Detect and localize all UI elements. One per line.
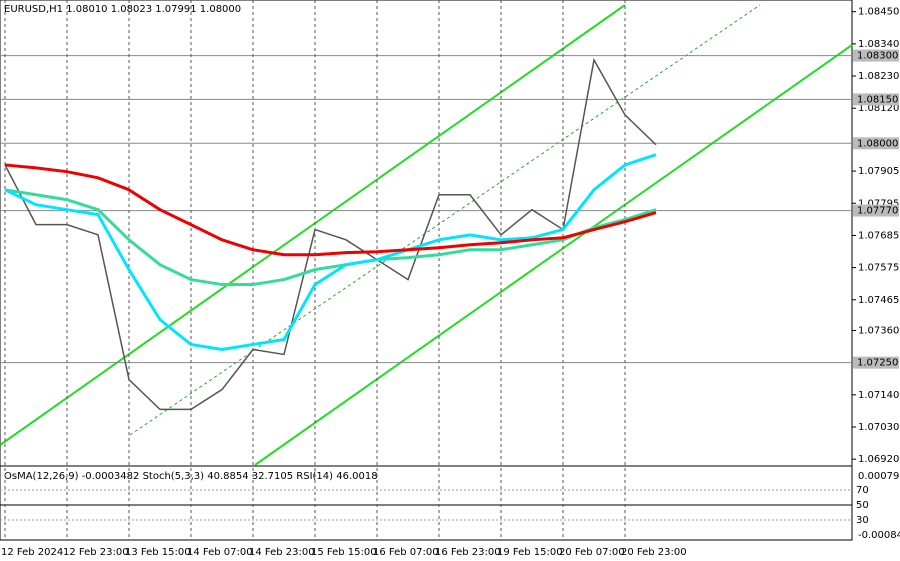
price-level-box <box>853 204 899 217</box>
y-tick-label: 1.07465 <box>858 295 899 306</box>
y-tick-label: 1.06920 <box>858 454 899 465</box>
plot-frame <box>0 0 853 541</box>
y-tick-label: 1.08450 <box>858 7 899 18</box>
y-tick-label: 1.07795 <box>858 198 899 209</box>
y-tick-label: 1.07905 <box>858 166 899 177</box>
x-tick-label: 16 Feb 23:00 <box>435 547 501 558</box>
indicator-axis-label: 70 <box>856 485 869 496</box>
y-tick-label: 1.08120 <box>858 103 899 114</box>
x-tick-label: 15 Feb 15:00 <box>311 547 377 558</box>
indicator-axis-label: 50 <box>856 500 869 511</box>
y-tick-label: 1.07140 <box>858 390 899 401</box>
price-level-label: 1.07250 <box>857 358 898 369</box>
channel-line <box>254 44 853 466</box>
price-level-label: 1.08000 <box>857 138 898 149</box>
price-level-box <box>853 356 899 369</box>
channel-midline <box>129 4 761 436</box>
x-tick-label: 13 Feb 15:00 <box>125 547 191 558</box>
price-level-box <box>853 49 899 62</box>
x-tick-label: 14 Feb 07:00 <box>187 547 253 558</box>
price-line <box>4 163 657 257</box>
channel-line <box>0 4 626 446</box>
x-tick-label: 20 Feb 23:00 <box>621 547 687 558</box>
price-level-label: 1.08300 <box>857 51 898 62</box>
x-tick-label: 16 Feb 07:00 <box>373 547 439 558</box>
indicator-axis-label: -0.000845 <box>858 530 900 541</box>
price-line <box>4 188 657 287</box>
y-tick-label: 1.07685 <box>858 230 899 241</box>
price-level-label: 1.08150 <box>857 94 898 105</box>
indicator-axis-label: 30 <box>856 515 869 526</box>
price-level-box <box>853 93 899 106</box>
y-tick-label: 1.08230 <box>858 71 899 82</box>
price-line <box>4 57 657 411</box>
y-tick-label: 1.07030 <box>858 422 899 433</box>
x-tick-label: 20 Feb 07:00 <box>559 547 625 558</box>
price-level-label: 1.07770 <box>857 206 898 217</box>
x-tick-label: 12 Feb 23:00 <box>63 547 129 558</box>
y-tick-label: 1.07575 <box>858 263 899 274</box>
price-level-box <box>853 137 899 150</box>
y-tick-label: 1.08340 <box>858 39 899 50</box>
price-line <box>4 153 657 352</box>
x-tick-label: 19 Feb 15:00 <box>497 547 563 558</box>
indicator-axis-label: 0.0007966 <box>858 471 900 482</box>
y-tick-label: 1.07360 <box>858 325 899 336</box>
x-tick-label: 14 Feb 23:00 <box>249 547 315 558</box>
symbol-header: EURUSD,H1 1.08010 1.08023 1.07991 1.0800… <box>4 4 241 15</box>
x-tick-label: 12 Feb 2024 <box>1 547 63 558</box>
